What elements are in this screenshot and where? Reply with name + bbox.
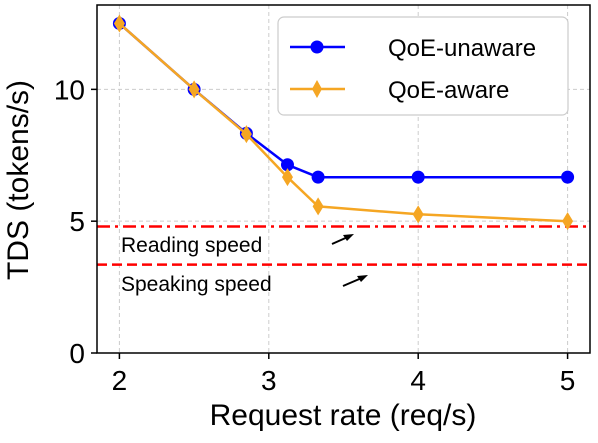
y-tick-label-1: 5 (69, 206, 85, 237)
x-tick-label-2: 4 (410, 365, 426, 396)
y-axis-title: TDS (tokens/s) (2, 80, 35, 280)
reading-speed-arrow (331, 234, 354, 245)
axis-ticks: 2 3 4 5 0 5 10 (54, 74, 576, 396)
series-1-point-2 (240, 125, 252, 144)
series-1-point-5 (412, 205, 424, 224)
speaking-speed-label: Speaking speed (121, 273, 272, 296)
series-layer (112, 14, 575, 231)
legend-label-qoe-aware: QoE-aware (388, 77, 509, 104)
plot-frame (96, 4, 591, 354)
reading-speed-label: Reading speed (121, 234, 262, 257)
x-tick-label-3: 5 (560, 365, 576, 396)
reference-lines (97, 225, 590, 266)
series-1-point-3 (281, 168, 293, 187)
x-tick-label-0: 2 (112, 365, 128, 396)
series-1-point-0 (113, 14, 125, 33)
legend-marker-qoe-aware (312, 80, 322, 98)
series-0-point-4 (311, 170, 325, 184)
series-0-point-3 (280, 158, 294, 172)
series-0-point-5 (411, 170, 425, 184)
series-1-point-1 (188, 80, 200, 99)
legend-marker-qoe-unaware (310, 40, 324, 54)
annotations: Reading speed Speaking speed (121, 234, 368, 296)
legend: QoE-unaware QoE-aware (277, 16, 569, 116)
x-axis-title: Request rate (req/s) (210, 399, 477, 432)
series-1-point-6 (562, 212, 574, 231)
y-tick-label-0: 0 (69, 338, 85, 369)
legend-label-qoe-unaware: QoE-unaware (388, 35, 536, 62)
legend-box (277, 16, 569, 116)
x-tick-label-1: 3 (261, 365, 277, 396)
series-1-point-4 (312, 197, 324, 216)
series-0-point-6 (561, 170, 575, 184)
speaking-speed-arrow (342, 275, 368, 287)
y-tick-label-2: 10 (54, 74, 85, 105)
